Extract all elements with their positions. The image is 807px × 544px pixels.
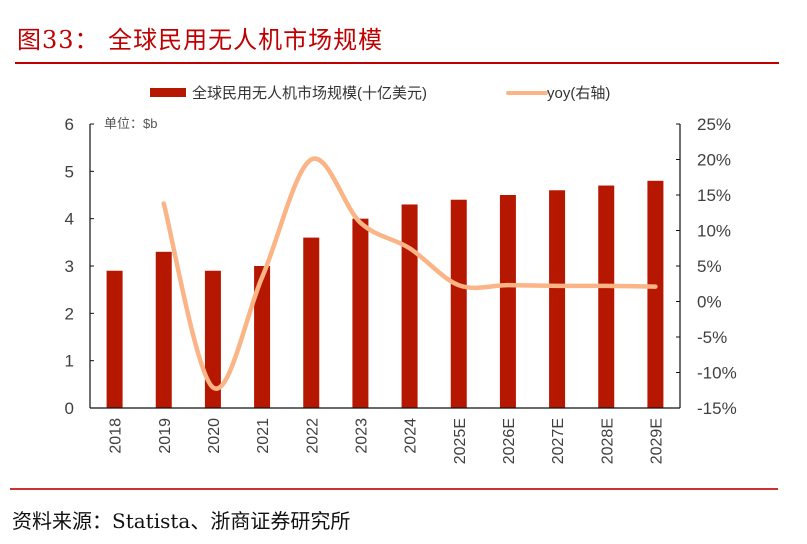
bar-2020: [204, 270, 221, 408]
bar-2027E: [549, 190, 566, 408]
y-left-tick-label: 0: [65, 399, 74, 418]
figure-title: 图33： 全球民用无人机市场规模: [17, 26, 384, 54]
axes: 0 1 2 3 4 5 6 -15% -10% -5% 0% 5% 10% 15% 20% 25%: [65, 115, 737, 418]
bars: [106, 180, 664, 408]
y-left-tick-label: 3: [65, 257, 74, 276]
y-right-tick-label: 20%: [697, 151, 731, 170]
y-left-tick-label: 2: [65, 304, 74, 323]
y-right-tick-label: 25%: [697, 115, 731, 134]
chart: 全球民用无人机市场规模(十亿美元) yoy(右轴) 单位：$b 0 1 2 3 4 5 6 -…: [65, 84, 737, 464]
y-left-tick-label: 4: [65, 210, 74, 229]
bar-2023: [352, 218, 369, 408]
x-tick-label: 2024: [403, 418, 420, 454]
bar-2018: [106, 270, 123, 408]
x-tick-labels: 2018 2019 2020 2021 2022 2023 2024 2025E 2026E 20…: [108, 418, 666, 464]
bar-2028E: [598, 185, 615, 408]
y-right-tick-label: 5%: [697, 257, 722, 276]
y-left-tick-label: 1: [65, 352, 74, 371]
legend-bar-label: 全球民用无人机市场规模(十亿美元): [192, 84, 427, 102]
x-tick-label: 2025E: [452, 418, 469, 464]
y-right-tick-label: -10%: [697, 364, 737, 383]
legend-bar-swatch: [150, 88, 186, 97]
y-right-tick-label: -5%: [697, 328, 727, 347]
x-tick-label: 2019: [157, 418, 174, 454]
unit-label: 单位：$b: [104, 116, 157, 131]
title-divider: [15, 62, 779, 64]
bar-2019: [155, 251, 172, 408]
x-tick-label: 2021: [255, 418, 272, 454]
y-left-tick-label: 5: [65, 162, 74, 181]
x-tick-label: 2027E: [550, 418, 567, 464]
bar-2022: [303, 237, 320, 408]
x-tick-label: 2028E: [599, 418, 616, 464]
bar-2029E: [647, 180, 664, 408]
x-tick-label: 2026E: [501, 418, 518, 464]
source-note: 资料来源：Statista、浙商证券研究所: [12, 509, 351, 533]
x-tick-label: 2022: [304, 418, 321, 454]
bar-2025E: [450, 199, 467, 408]
y-right-tick-label: 0%: [697, 293, 722, 312]
x-tick-label: 2029E: [648, 418, 665, 464]
y-right-tick-label: -15%: [697, 399, 737, 418]
y-left-tick-label: 6: [65, 115, 74, 134]
bar-2024: [401, 204, 418, 408]
bar-2021: [254, 266, 271, 408]
x-tick-label: 2023: [353, 418, 370, 454]
y-right-tick-label: 10%: [697, 222, 731, 241]
legend: 全球民用无人机市场规模(十亿美元) yoy(右轴): [150, 84, 610, 102]
source-divider: [10, 488, 778, 490]
x-tick-label: 2018: [108, 418, 125, 454]
yoy-line: [161, 156, 658, 391]
bar-2026E: [499, 195, 516, 408]
y-right-tick-label: 15%: [697, 186, 731, 205]
x-tick-label: 2020: [206, 418, 223, 454]
legend-line-label: yoy(右轴): [547, 85, 610, 102]
